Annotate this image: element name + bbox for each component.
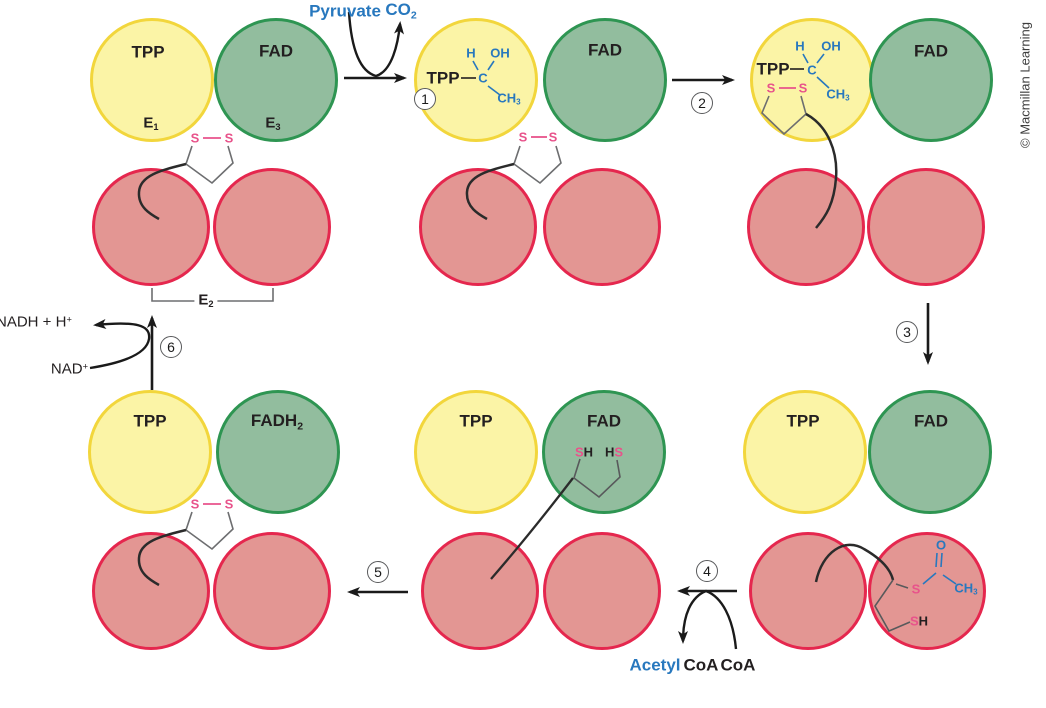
sulfur-label: S — [798, 80, 808, 96]
sulfur-label: S — [518, 129, 528, 145]
lipoamide-tether-bottom-left — [137, 528, 187, 587]
tpp-label-bottom-mid: TPP — [459, 411, 493, 431]
fad-circle-top-mid — [543, 18, 667, 142]
sulfur-label: S — [766, 80, 776, 96]
carbon-label: C — [807, 62, 817, 78]
sulfur-label: S — [224, 130, 234, 146]
lipoamide-ring-top-left-lines — [185, 145, 234, 185]
copyright-notice: © Macmillan Learning — [1017, 22, 1033, 148]
dihydrolipoamide-chain-bottom-right — [874, 579, 911, 633]
hydroxyethyl-bonds-top-mid — [461, 60, 501, 96]
step-4-badge: 4 — [696, 560, 718, 582]
e2-label: E2 — [194, 292, 218, 310]
lipoamide-tether-top-right — [805, 112, 838, 229]
fad-label-bottom-mid: FAD — [587, 411, 621, 431]
sulfur-label: S — [911, 581, 921, 597]
step-3-badge: 3 — [896, 321, 918, 343]
tpp-label-bottom-right: TPP — [786, 411, 820, 431]
lipoamide-ring-bottom-left-lines — [185, 511, 234, 551]
e2-core-circle-bottom-right-a — [749, 532, 867, 650]
step-5-badge: 5 — [367, 561, 389, 583]
sulfur-label: S — [224, 496, 234, 512]
lipoamide-tether-bottom-right — [814, 543, 895, 583]
tpp-label-top-left: TPP — [131, 42, 165, 62]
tpp-circle-bottom-mid — [414, 390, 538, 514]
fad-label-bottom-right: FAD — [914, 411, 948, 431]
hydroxyl-label: OH — [821, 38, 841, 54]
fad-circle-top-right — [869, 18, 993, 142]
hydrogen-label: H — [795, 38, 805, 54]
tpp-circle-bottom-left — [88, 390, 212, 514]
hydroxyethyl-bonds-top-right — [790, 53, 830, 89]
methyl-label: CH3 — [954, 580, 978, 597]
e2-core-circle-top-mid-b — [543, 168, 661, 286]
nadh-label: NADH + H+ — [0, 313, 72, 331]
fad-circle-top-left — [214, 18, 338, 142]
oxygen-label: O — [935, 537, 947, 553]
dihydrolipoamide-chain-bottom-mid — [573, 458, 621, 499]
e2-core-circle-bottom-right-b — [868, 532, 986, 650]
co2-label: CO2 — [385, 0, 417, 22]
tpp-label-bottom-left: TPP — [133, 411, 167, 431]
carbon-label: C — [478, 70, 488, 86]
fad-label-top-right: FAD — [914, 41, 948, 61]
fad-label-top-mid: FAD — [588, 40, 622, 60]
e2-core-circle-top-left-a — [92, 168, 210, 286]
step-6-badge: 6 — [160, 336, 182, 358]
e3-label: E3 — [265, 114, 281, 133]
e2-core-circle-top-mid-a — [419, 168, 537, 286]
e2-core-circle-bottom-left-a — [92, 532, 210, 650]
tpp-circle-bottom-right — [743, 390, 867, 514]
thiol-sh-label: SH — [574, 444, 594, 460]
e2-core-circle-bottom-mid-a — [421, 532, 539, 650]
methyl-label: CH3 — [826, 86, 850, 103]
step6-arrow — [89, 315, 157, 390]
nad-label: NAD+ — [50, 360, 88, 378]
methyl-label: CH3 — [497, 90, 521, 107]
fad-label-top-left: FAD — [259, 41, 293, 61]
e2-core-circle-top-right-a — [747, 168, 865, 286]
sulfur-label: S — [190, 130, 200, 146]
e2-core-circle-bottom-mid-b — [543, 532, 661, 650]
lipoamide-tether-top-mid — [465, 162, 515, 221]
lipoamide-tether-bottom-mid — [490, 477, 574, 580]
tpp-label-top-right: TPP — [756, 59, 790, 79]
acetyl-group-bonds — [922, 552, 957, 585]
lipoamide-ring-top-mid-lines — [513, 145, 562, 185]
lipoamide-ring-top-right-lines — [761, 95, 807, 136]
hydrogen-label: H — [466, 45, 476, 61]
hydroxyl-label: OH — [490, 45, 510, 61]
thiol-hs-label: HS — [604, 444, 624, 460]
step1-arrow — [344, 11, 407, 83]
step-1-badge: 1 — [414, 88, 436, 110]
e2-core-circle-bottom-left-b — [213, 532, 331, 650]
e1-label: E1 — [143, 114, 159, 133]
e2-core-circle-top-right-b — [867, 168, 985, 286]
sulfur-label: S — [190, 496, 200, 512]
coa-product-label: CoA — [683, 655, 719, 675]
e2-core-circle-top-left-b — [213, 168, 331, 286]
fadh2-label: FADH2 — [250, 411, 304, 433]
tpp-circle-top-mid — [414, 18, 538, 142]
acetyl-label: Acetyl — [629, 655, 681, 675]
thiol-sh-label: SH — [909, 613, 929, 629]
tpp-circle-top-left — [90, 18, 214, 142]
lipoamide-tether-top-left — [137, 162, 187, 221]
sulfur-label: S — [548, 129, 558, 145]
pyruvate-label: Pyruvate — [309, 1, 381, 21]
step4-arrow — [677, 586, 738, 650]
coa-substrate-label: CoA — [720, 655, 756, 675]
tpp-label-top-mid: TPP — [426, 68, 460, 88]
fadh2-circle-bottom-left — [216, 390, 340, 514]
step-2-badge: 2 — [691, 92, 713, 114]
fad-circle-bottom-right — [868, 390, 992, 514]
